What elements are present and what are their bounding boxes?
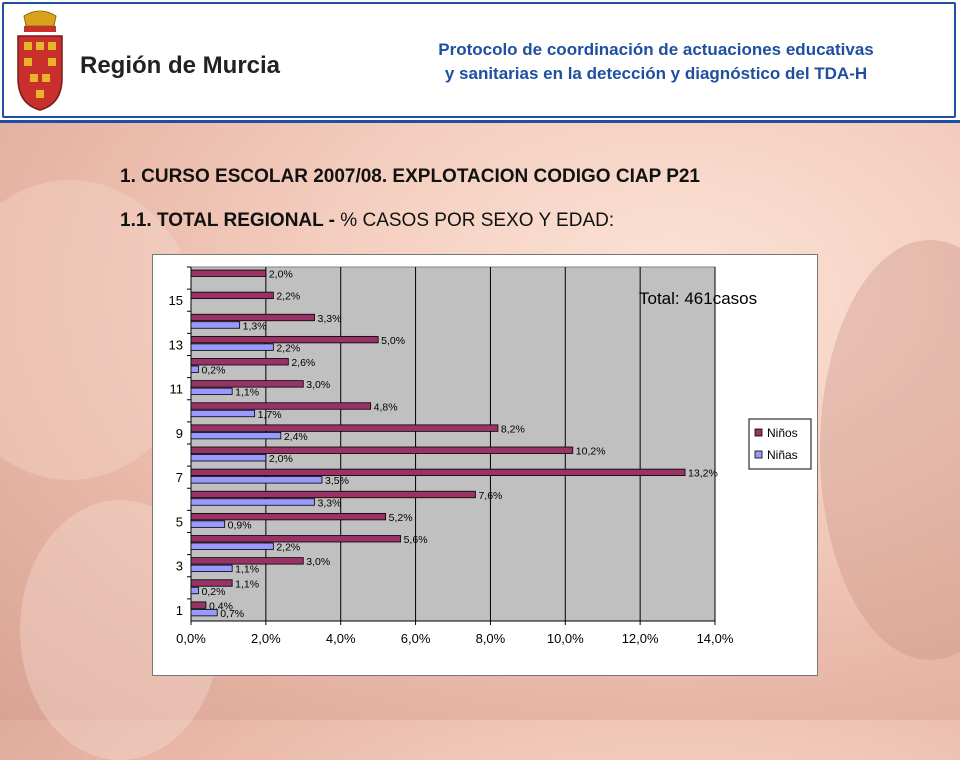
data-label-ninos: 5,0% [381,335,405,347]
bar-ninas [190,431,282,440]
data-label-ninos: 2,2% [276,291,300,303]
bar-ninas [190,564,233,573]
data-label-ninas: 3,3% [318,497,342,509]
data-label-ninas: 2,2% [276,542,300,554]
background-shape [820,240,960,660]
data-label-ninos: 5,6% [404,534,428,546]
header-title-line1: Protocolo de coordinación de actuaciones… [438,40,874,59]
logo-text: Región de Murcia [80,52,281,79]
bar-ninas [190,586,199,595]
data-label-ninos: 3,3% [318,313,342,325]
x-tick-label: 14,0% [697,631,734,646]
data-label-ninas: 0,2% [201,586,225,598]
bar-ninos [190,557,304,565]
bar-ninas [190,608,218,617]
header-title-line2: y sanitarias en la detección y diagnósti… [444,64,868,83]
subsection-heading: 1.1. TOTAL REGIONAL - % CASOS POR SEXO Y… [120,210,614,232]
header-frame [2,2,956,118]
bar-ninos [190,468,686,477]
bar-ninos [190,402,372,410]
bar-chart-svg: 0,0% 2,0% 4,0% 6,0% 8,0% 10,0% 12,0% 14,0%0,4%0… [169,266,812,646]
subsection-heading-rest: % CASOS POR SEXO Y EDAD: [340,210,615,231]
bar-ninos [190,424,499,432]
bar-ninos [190,291,274,300]
data-label-ninas: 1,1% [235,564,259,576]
legend-swatch-ninos [754,428,763,437]
section-heading: 1. CURSO ESCOLAR 2007/08. EXPLOTACION CO… [120,166,701,187]
data-label-ninos: 1,1% [235,578,259,590]
x-tick-label: 6,0% [401,631,431,646]
bar-ninas [190,409,256,418]
bar-ninas [190,454,267,462]
y-tick-label: 15 [169,293,183,308]
region-crest-icon [17,10,63,111]
legend-label-ninos: Niños [767,426,798,440]
y-tick-label: 7 [176,470,183,485]
bar-ninos [190,490,476,499]
y-tick-label: 3 [176,559,183,574]
bar-ninos [190,313,315,322]
x-tick-label: 2,0% [251,631,281,646]
data-label-ninos: 10,2% [576,446,606,458]
bar-ninos [190,535,402,543]
data-label-ninos: 5,2% [389,512,413,524]
bar-ninas [190,476,323,484]
data-label-ninas: 0,7% [220,608,244,620]
bar-ninas [190,321,241,329]
data-label-ninas: 0,9% [228,519,252,531]
bar-ninos [190,358,289,366]
data-label-ninas: 2,2% [276,342,300,354]
data-label-ninos: 3,0% [306,556,330,568]
x-tick-label: 4,0% [326,631,356,646]
data-label-ninos: 2,0% [269,269,293,281]
y-tick-label: 9 [176,426,183,441]
data-label-ninas: 2,4% [284,431,308,443]
data-label-ninas: 1,3% [243,320,267,332]
x-tick-label: 0,0% [176,631,206,646]
bar-ninas [190,498,315,506]
data-label-ninos: 8,2% [501,423,525,435]
data-label-ninas: 1,7% [258,409,282,421]
data-label-ninas: 0,2% [201,365,225,377]
y-tick-label: 5 [176,514,183,529]
data-label-ninas: 3,5% [325,475,349,487]
bar-ninas [190,520,226,528]
header-title: Protocolo de coordinación de actuaciones… [376,38,936,86]
bar-ninos [190,512,387,521]
data-label-ninos: 4,8% [374,401,398,413]
x-tick-label: 10,0% [547,631,584,646]
page-header: Región de Murcia Protocolo de coordinaci… [0,0,960,123]
bar-ninos [190,335,379,344]
legend [748,418,812,470]
data-label-ninos: 13,2% [688,468,718,480]
data-label-ninos: 7,6% [478,490,502,502]
bar-ninos [190,380,304,388]
x-tick-label: 12,0% [622,631,659,646]
bar-ninas [190,343,274,351]
bar-chart: 0,0% 2,0% 4,0% 6,0% 8,0% 10,0% 12,0% 14,0% 0,4% 0… [152,254,818,676]
legend-label-ninas: Niñas [767,448,798,462]
y-tick-label: 1 [176,603,183,618]
data-label-ninas: 1,1% [235,387,259,399]
data-label-ninos: 3,0% [306,379,330,391]
data-label-ninas: 2,0% [269,453,293,465]
bar-ninos [190,446,574,454]
bar-ninas [190,365,199,373]
data-label-ninos: 2,6% [291,357,315,369]
subsection-heading-bold: 1.1. TOTAL REGIONAL - [120,210,341,231]
bar-ninas [190,387,233,396]
x-tick-label: 8,0% [476,631,506,646]
bar-ninos [190,269,267,277]
legend-swatch-ninas [754,450,763,459]
bar-ninos [190,601,207,609]
total-annotation: Total: 461casos [639,289,757,308]
bar-ninas [190,542,274,550]
bar-ninos [190,579,233,587]
y-tick-label: 13 [169,337,183,352]
y-tick-label: 11 [170,382,184,397]
